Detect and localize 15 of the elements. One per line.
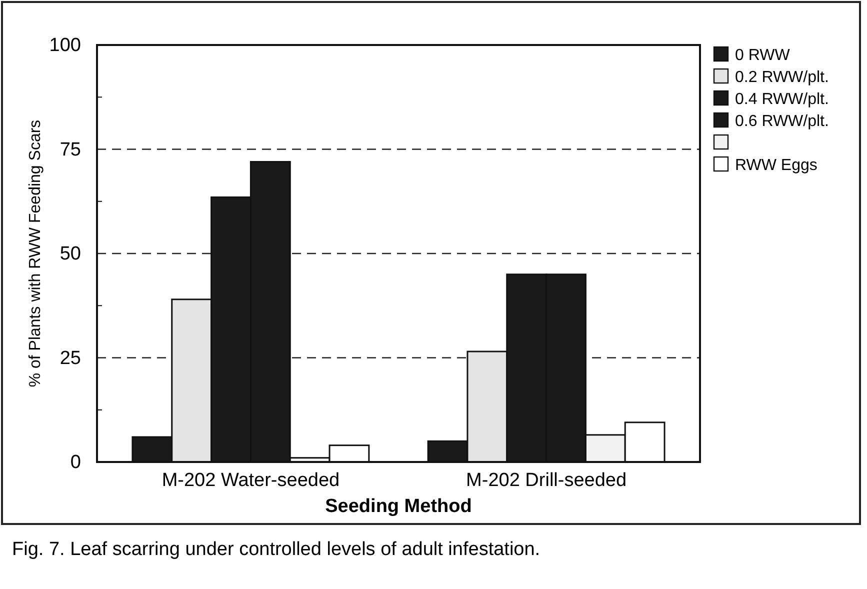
x-axis-title: Seeding Method [325, 496, 472, 517]
x-tick-label: M-202 Drill-seeded [466, 470, 627, 491]
legend-label: RWW Eggs [735, 157, 818, 174]
legend-label: 0.2 RWW/plt. [735, 69, 829, 86]
x-tick-label: M-202 Water-seeded [162, 470, 340, 491]
legend-label: 0.4 RWW/plt. [735, 91, 829, 108]
y-tick-label: 100 [49, 35, 81, 56]
legend-label: 0.6 RWW/plt. [735, 113, 829, 130]
y-tick-label: 75 [60, 139, 81, 160]
y-axis-title: % of Plants with RWW Feeding Scars [27, 120, 44, 388]
y-tick-label: 25 [60, 348, 81, 369]
y-tick-label: 50 [60, 244, 81, 265]
legend-label: 0 RWW [735, 47, 791, 64]
y-tick-label: 0 [70, 452, 81, 474]
caption: Fig. 7. Leaf scarring under controlled levels of adult infestation. [12, 539, 540, 560]
